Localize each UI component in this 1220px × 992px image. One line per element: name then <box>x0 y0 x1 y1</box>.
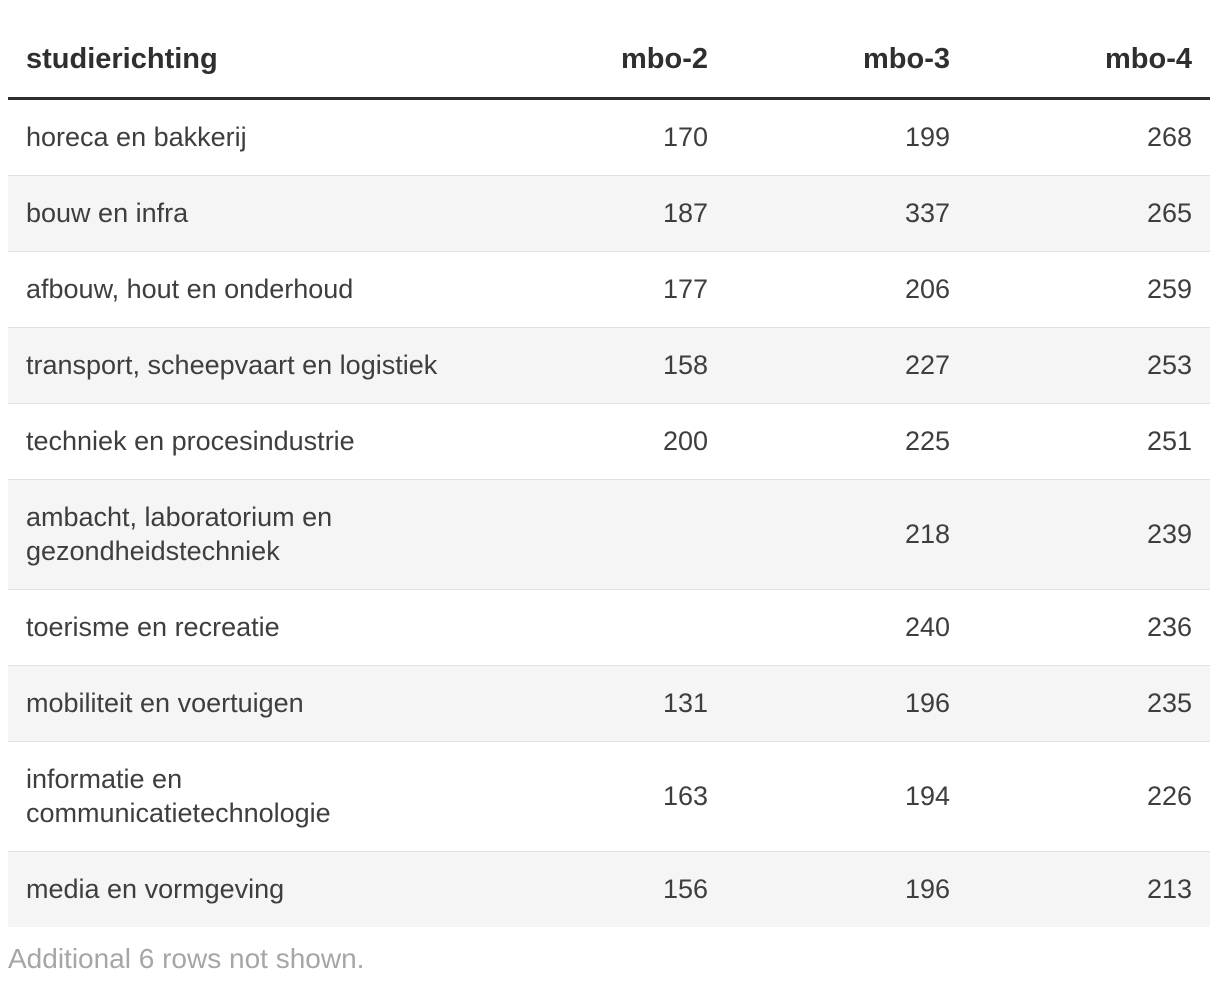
table-row: mobiliteit en voertuigen 131 196 235 <box>8 665 1210 742</box>
table-cell: 213 <box>968 851 1210 927</box>
column-header-mbo-2: mbo-2 <box>484 16 726 100</box>
table-cell: 226 <box>968 741 1210 852</box>
table-cell: 196 <box>726 851 968 927</box>
table-cell: 200 <box>484 403 726 480</box>
table-cell: 131 <box>484 665 726 742</box>
table-cell: 158 <box>484 327 726 404</box>
table-cell: 265 <box>968 175 1210 252</box>
table-row: ambacht, laboratorium en gezondheidstech… <box>8 479 1210 590</box>
table-cell: 163 <box>484 741 726 852</box>
table-cell <box>484 589 726 666</box>
truncation-note: Additional 6 rows not shown. <box>8 943 365 974</box>
row-label: mobiliteit en voertuigen <box>8 665 484 742</box>
table-cell: 259 <box>968 251 1210 328</box>
table-cell <box>484 479 726 590</box>
row-label: informatie en communicatietechnologie <box>8 741 484 852</box>
table-cell: 196 <box>726 665 968 742</box>
table-cell: 239 <box>968 479 1210 590</box>
table-row: media en vormgeving 156 196 213 <box>8 851 1210 927</box>
table-cell: 251 <box>968 403 1210 480</box>
table-cell: 156 <box>484 851 726 927</box>
column-header-mbo-3: mbo-3 <box>726 16 968 100</box>
table-cell: 240 <box>726 589 968 666</box>
row-label: ambacht, laboratorium en gezondheidstech… <box>8 479 484 590</box>
table-cell: 177 <box>484 251 726 328</box>
header-row: studierichting mbo-2 mbo-3 mbo-4 <box>8 16 1210 100</box>
table-row: horeca en bakkerij 170 199 268 <box>8 99 1210 176</box>
row-label: afbouw, hout en onderhoud <box>8 251 484 328</box>
table-cell: 235 <box>968 665 1210 742</box>
table-row: bouw en infra 187 337 265 <box>8 175 1210 252</box>
table-cell: 218 <box>726 479 968 590</box>
table-cell: 225 <box>726 403 968 480</box>
row-label: horeca en bakkerij <box>26 122 247 152</box>
table-cell: 227 <box>726 327 968 404</box>
table-row: afbouw, hout en onderhoud 177 206 259 <box>8 251 1210 328</box>
table-row: techniek en procesindustrie 200 225 251 <box>8 403 1210 480</box>
row-label: techniek en procesindustrie <box>8 403 484 480</box>
table-cell: 236 <box>968 589 1210 666</box>
table-row: transport, scheepvaart en logistiek 158 … <box>8 327 1210 404</box>
table-row: informatie en communicatietechnologie 16… <box>8 741 1210 852</box>
row-label: toerisme en recreatie <box>8 589 484 666</box>
row-label: transport, scheepvaart en logistiek <box>8 327 484 404</box>
row-label: bouw en infra <box>8 175 484 252</box>
row-label: media en vormgeving <box>8 851 484 927</box>
table-cell: 206 <box>726 251 968 328</box>
table-cell: 187 <box>484 175 726 252</box>
table-cell: 170 <box>662 122 708 152</box>
column-header-studierichting: studierichting <box>8 16 484 100</box>
column-header-mbo-4: mbo-4 <box>968 16 1210 100</box>
table-cell: 337 <box>726 175 968 252</box>
table-cell: 268 <box>1146 122 1192 152</box>
data-table: studierichting mbo-2 mbo-3 mbo-4 horeca … <box>8 16 1210 927</box>
table-row: toerisme en recreatie 240 236 <box>8 589 1210 666</box>
table-cell: 199 <box>904 122 950 152</box>
table-cell: 253 <box>968 327 1210 404</box>
table-cell: 194 <box>726 741 968 852</box>
